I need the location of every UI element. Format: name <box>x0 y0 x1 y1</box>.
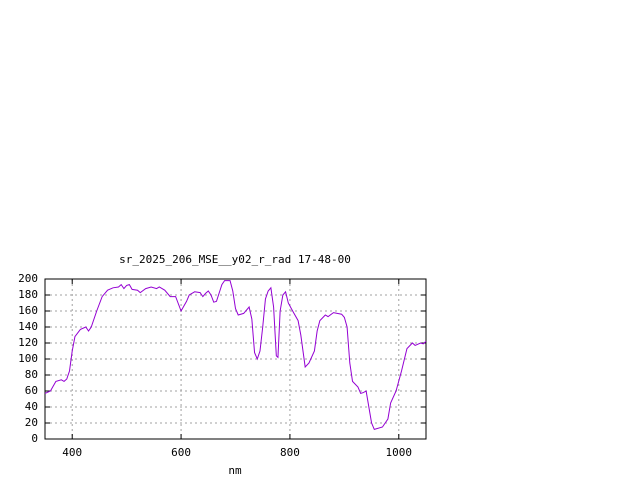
y-tick-label: 40 <box>25 400 38 413</box>
y-tick-label: 0 <box>31 432 38 445</box>
x-tick-label: 600 <box>171 446 191 459</box>
y-tick-label: 160 <box>18 304 38 317</box>
x-axis-label: nm <box>228 464 242 477</box>
y-tick-label: 120 <box>18 336 38 349</box>
y-tick-label: 140 <box>18 320 38 333</box>
y-tick-label: 180 <box>18 288 38 301</box>
x-tick-label: 1000 <box>386 446 413 459</box>
x-tick-label: 400 <box>62 446 82 459</box>
y-tick-label: 100 <box>18 352 38 365</box>
y-tick-label: 200 <box>18 272 38 285</box>
y-tick-label: 80 <box>25 368 38 381</box>
y-tick-label: 20 <box>25 416 38 429</box>
chart-title: sr_2025_206_MSE__y02_r_rad 17-48-00 <box>119 253 351 266</box>
x-tick-label: 800 <box>280 446 300 459</box>
y-tick-label: 60 <box>25 384 38 397</box>
data-line <box>44 280 427 431</box>
plot-border <box>44 278 427 440</box>
